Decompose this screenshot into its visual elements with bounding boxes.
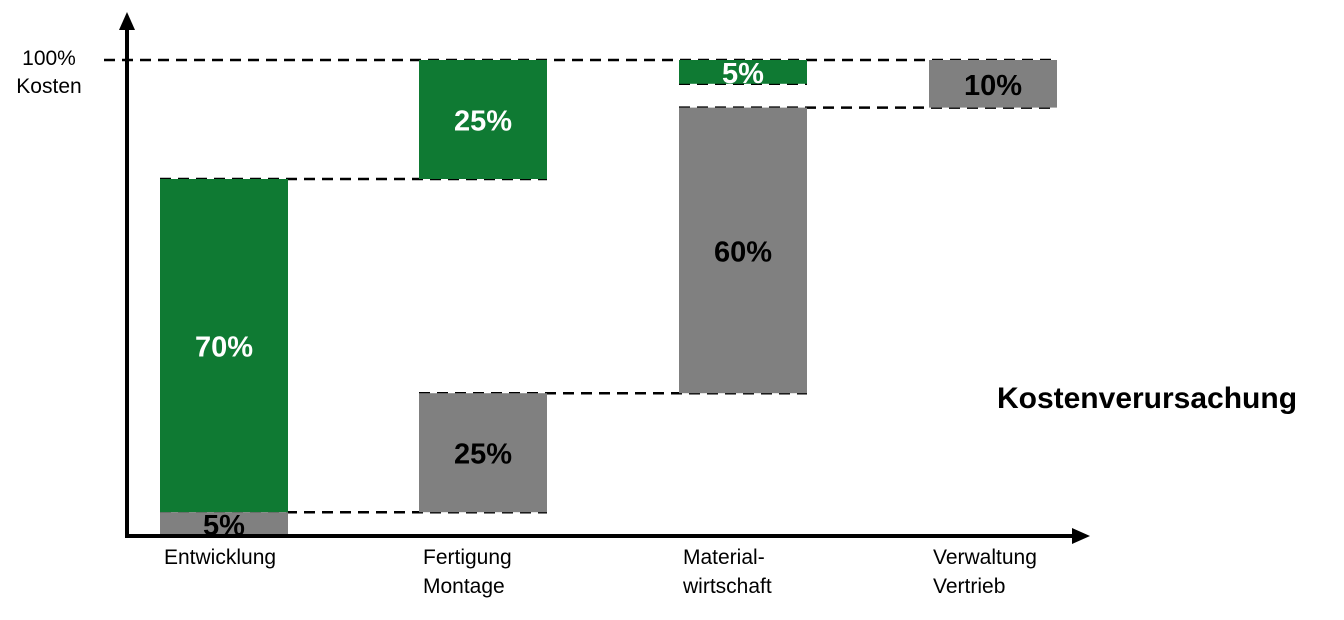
- bar-value-label: 5%: [203, 510, 245, 542]
- category-label-line: Entwicklung: [164, 546, 276, 569]
- x-axis-arrowhead: [1072, 528, 1090, 544]
- bar-value-label: 5%: [722, 58, 764, 90]
- category-label-line: Montage: [423, 575, 505, 598]
- bar-value-label: 10%: [964, 70, 1022, 102]
- category-labels: Entwicklung Fertigung Montage Material-wirt…: [164, 546, 1037, 598]
- bar-segment-verursachung-2: [679, 107, 807, 394]
- bar-value-label: 70%: [195, 332, 253, 364]
- bar-segments: [160, 60, 1057, 536]
- axes: [119, 12, 1090, 544]
- category-label-line: Fertigung: [423, 546, 512, 569]
- legend-label-kostenfestlegung: Kostenfestlegung: [1016, 256, 1271, 290]
- bar-segment-festlegung-2: [679, 60, 807, 84]
- y-axis-label-line2: Kosten: [16, 75, 81, 98]
- bar-labels: 70% 25% 5% 5% 25% 60% 10%: [195, 58, 1022, 542]
- bar-segment-verursachung-1: [419, 393, 547, 513]
- bar-value-label: 25%: [454, 106, 512, 138]
- bar-value-label: 25%: [454, 439, 512, 471]
- category-label-line: Material-: [683, 546, 765, 569]
- bar-segment-verursachung-0: [160, 512, 288, 536]
- bar-value-label: 60%: [714, 236, 772, 268]
- category-label-line: Verwaltung: [933, 546, 1037, 569]
- legend-item-kostenverursachung: Kostenverursachung: [970, 365, 1324, 432]
- bar-segment-festlegung-0: [160, 179, 288, 513]
- legend-item-kostenfestlegung: Kostenfestlegung: [966, 240, 1321, 307]
- bar-segment-verursachung-3: [929, 60, 1057, 108]
- bar-segment-festlegung-1: [419, 60, 547, 179]
- category-label-line: wirtschaft: [682, 575, 772, 598]
- legend-label-kostenverursachung: Kostenverursachung: [996, 381, 1298, 415]
- y-axis-label-line1: 100%: [22, 47, 76, 70]
- category-label-line: Vertrieb: [933, 575, 1005, 598]
- y-axis-arrowhead: [119, 12, 135, 30]
